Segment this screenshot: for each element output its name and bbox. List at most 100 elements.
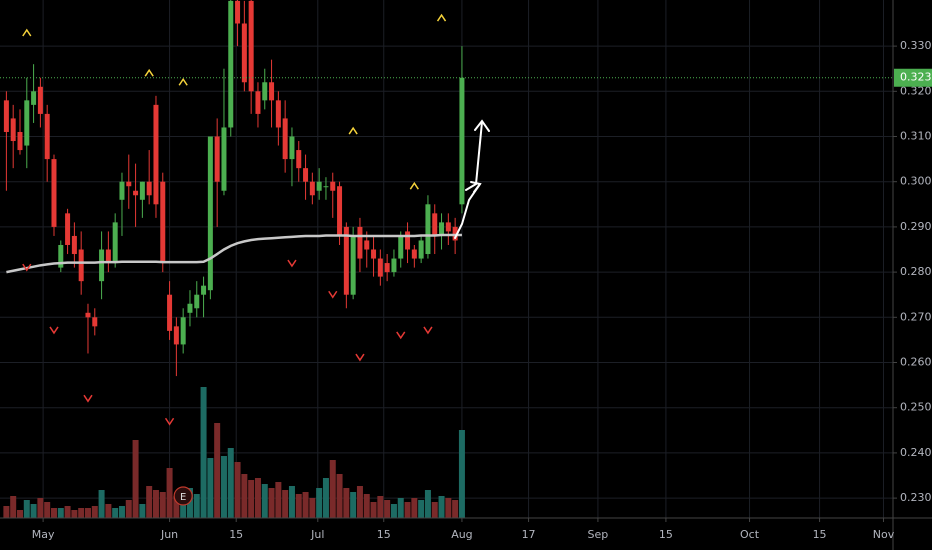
volume-bar bbox=[322, 478, 329, 518]
volume-bar bbox=[261, 484, 268, 518]
volume-bar bbox=[397, 498, 404, 518]
volume-bar bbox=[173, 496, 180, 518]
candle-body bbox=[425, 204, 431, 255]
volume-bar bbox=[390, 504, 397, 518]
last-price-label: 0.323 bbox=[900, 71, 932, 84]
candle-body bbox=[201, 285, 207, 295]
up-signal bbox=[409, 181, 419, 190]
down-signal bbox=[423, 326, 433, 335]
volume-bar bbox=[377, 496, 384, 518]
candle-body bbox=[309, 181, 315, 196]
volume-bar bbox=[452, 500, 459, 518]
volume-bar bbox=[288, 486, 295, 518]
volume-bar bbox=[431, 502, 438, 518]
volume-bar bbox=[220, 456, 227, 518]
volume-bar bbox=[166, 468, 173, 518]
volume-bar bbox=[363, 494, 370, 518]
arrow-head bbox=[470, 181, 482, 193]
volume-bar bbox=[438, 496, 445, 518]
candle-body bbox=[303, 168, 309, 182]
volume-bar bbox=[336, 474, 343, 518]
candle-body bbox=[92, 317, 98, 327]
volume-bar bbox=[316, 488, 323, 518]
candle-body bbox=[255, 91, 261, 114]
candle-body bbox=[112, 222, 118, 264]
x-tick-label: 17 bbox=[522, 528, 536, 541]
up-signal bbox=[178, 77, 188, 86]
candle-body bbox=[432, 213, 438, 236]
candle-body bbox=[350, 235, 356, 295]
candle-body bbox=[316, 181, 322, 191]
volume-bar bbox=[356, 486, 363, 518]
x-tick-label: 15 bbox=[377, 528, 391, 541]
volume-bar bbox=[3, 506, 10, 518]
volume-bar bbox=[44, 502, 51, 518]
axes: 0.230 0.240 0.250 0.260 0.270 0.280 0.290 0.300… bbox=[32, 39, 932, 541]
volume-bar bbox=[91, 506, 98, 518]
x-tick-label: 15 bbox=[229, 528, 243, 541]
volume-bar bbox=[424, 490, 431, 518]
volume-bar bbox=[404, 502, 411, 518]
volume-bar bbox=[200, 387, 207, 518]
volume-bar bbox=[384, 500, 391, 518]
volume-bar bbox=[64, 506, 71, 518]
volume-bar bbox=[139, 504, 146, 518]
y-tick-label: 0.270 bbox=[900, 310, 932, 323]
y-tick-label: 0.250 bbox=[900, 401, 932, 414]
candle-body bbox=[371, 249, 377, 259]
y-tick-label: 0.230 bbox=[900, 491, 932, 504]
candle-layer bbox=[3, 0, 465, 377]
x-tick-label: Aug bbox=[451, 528, 472, 541]
volume-bar bbox=[207, 458, 214, 518]
up-signal bbox=[348, 126, 358, 135]
candle-body bbox=[337, 186, 343, 236]
arrow-head bbox=[474, 119, 490, 132]
candle-body bbox=[187, 303, 193, 313]
moving-average bbox=[6, 233, 462, 274]
volume-bar bbox=[214, 423, 221, 518]
candle-body bbox=[235, 0, 241, 24]
candle-body bbox=[31, 91, 37, 105]
volume-bar bbox=[84, 508, 91, 518]
candle-body bbox=[282, 118, 288, 160]
candle-body bbox=[51, 159, 57, 227]
x-tick-label: Jun bbox=[160, 528, 178, 541]
candle-body bbox=[364, 240, 370, 250]
volume-bar bbox=[248, 480, 255, 518]
down-signal bbox=[164, 417, 175, 426]
volume-bar bbox=[458, 430, 465, 518]
candle-body bbox=[411, 249, 417, 259]
candle-body bbox=[405, 231, 411, 250]
candle-body bbox=[24, 100, 30, 146]
candle-body bbox=[323, 186, 329, 188]
volume-bar bbox=[30, 504, 37, 518]
up-signal bbox=[436, 13, 447, 22]
down-signal bbox=[287, 259, 297, 268]
candle-body bbox=[391, 258, 397, 273]
candle-body bbox=[214, 136, 220, 182]
candle-body bbox=[357, 226, 363, 259]
candle-body bbox=[119, 181, 125, 200]
y-tick-label: 0.320 bbox=[900, 84, 932, 97]
volume-bar bbox=[234, 462, 241, 518]
down-signal bbox=[328, 290, 338, 299]
volume-layer bbox=[3, 387, 465, 518]
candle-body bbox=[85, 312, 91, 318]
candle-body bbox=[167, 294, 173, 331]
candle-body bbox=[3, 100, 9, 132]
volume-bar bbox=[132, 440, 139, 518]
y-tick-label: 0.310 bbox=[900, 130, 932, 143]
volume-bar bbox=[105, 504, 112, 518]
candle-body bbox=[17, 131, 23, 151]
candle-body bbox=[262, 82, 268, 101]
volume-bar bbox=[193, 494, 200, 518]
volume-bar bbox=[309, 498, 316, 518]
candle-body bbox=[418, 240, 424, 259]
down-signal bbox=[83, 394, 93, 403]
candle-body bbox=[439, 222, 445, 236]
volume-bar bbox=[125, 500, 132, 518]
candle-body bbox=[241, 23, 247, 83]
candle-body bbox=[221, 127, 227, 191]
volume-bar bbox=[350, 492, 357, 518]
